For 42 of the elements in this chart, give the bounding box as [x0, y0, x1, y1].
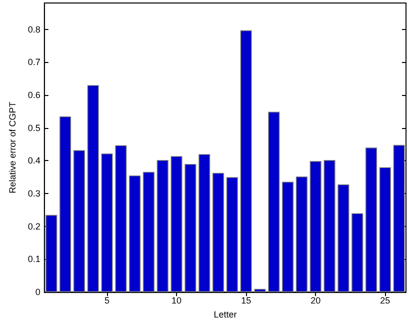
- x-tick-label: 25: [380, 296, 390, 306]
- bar: [338, 184, 350, 292]
- y-tick-label: 0.7: [28, 57, 40, 68]
- bar: [198, 154, 210, 292]
- bar: [184, 164, 196, 292]
- y-axis-title: Relative error of CGPT: [8, 101, 18, 194]
- bar: [352, 213, 364, 292]
- bar: [296, 176, 308, 292]
- bar: [115, 145, 127, 292]
- bar: [310, 161, 322, 292]
- y-tick-label: 0.8: [28, 24, 40, 34]
- bar: [170, 156, 182, 292]
- y-tick-label: 0: [35, 287, 40, 298]
- x-tick-label: 5: [104, 296, 110, 306]
- bar: [156, 160, 168, 292]
- bar: [59, 116, 72, 292]
- bar: [46, 214, 58, 292]
- y-tick-label: 0.2: [28, 221, 40, 232]
- y-tick-label: 0.6: [28, 90, 40, 100]
- y-tick-label: 0.1: [28, 254, 40, 264]
- bar: [365, 148, 378, 292]
- bar: [240, 30, 252, 292]
- bar: [282, 182, 294, 292]
- bar: [212, 172, 224, 292]
- bar: [379, 167, 391, 292]
- bar: [268, 112, 280, 292]
- bar: [324, 160, 336, 292]
- bar: [393, 144, 405, 292]
- y-tick-label: 0.3: [28, 188, 40, 199]
- bar: [129, 175, 141, 292]
- y-tick-label: 0.4: [28, 156, 40, 166]
- bar: [101, 153, 113, 292]
- x-tick-label: 15: [241, 296, 252, 306]
- x-tick-label: 20: [310, 296, 321, 306]
- bar: [254, 288, 266, 292]
- bar: [226, 177, 238, 292]
- bar: [87, 85, 99, 292]
- bar: [73, 150, 85, 292]
- x-axis-title: Letter: [214, 310, 237, 320]
- x-tick-label: 10: [172, 296, 182, 306]
- bar: [142, 172, 154, 292]
- y-tick-label: 0.5: [28, 122, 40, 133]
